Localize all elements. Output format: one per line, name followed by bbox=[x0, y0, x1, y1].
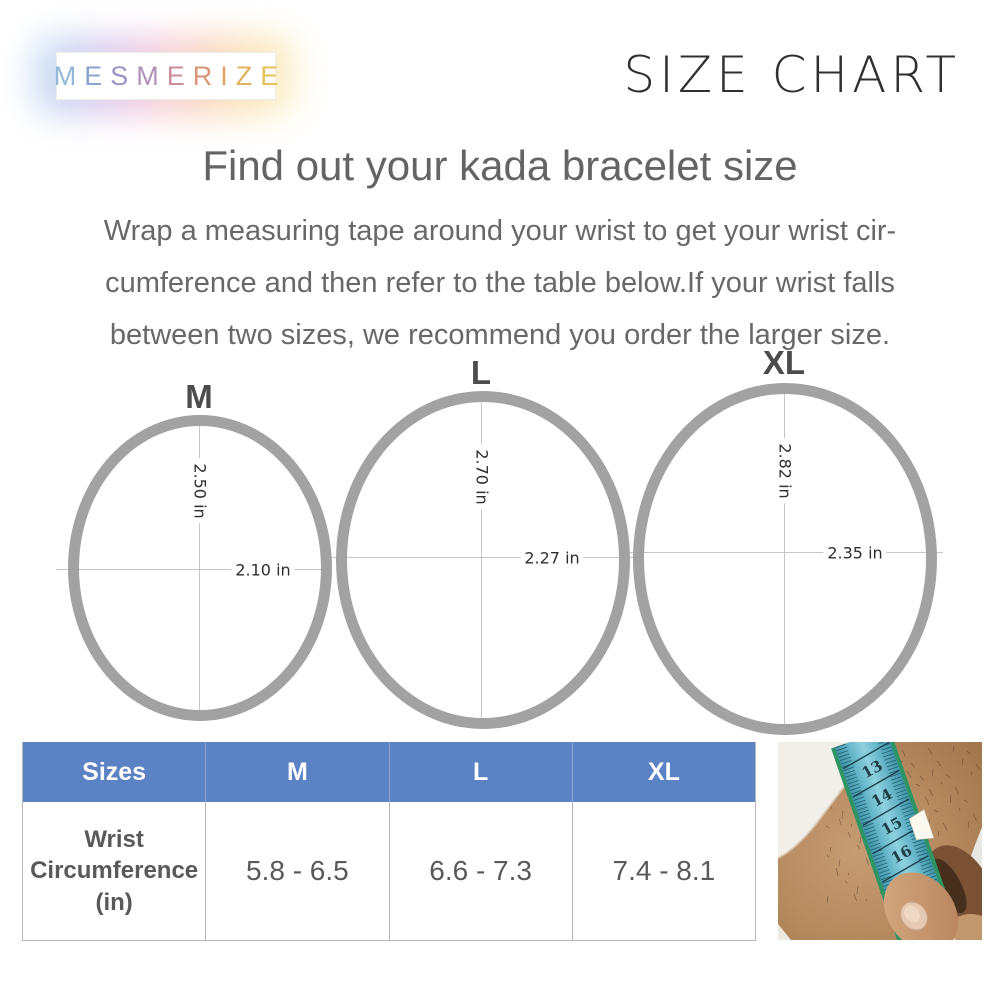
brand-letter: Z bbox=[235, 60, 261, 91]
brand-wordmark: M E S M E R I Z E bbox=[53, 52, 278, 100]
size-l-ring bbox=[336, 391, 630, 729]
brand-letter: E bbox=[260, 60, 287, 91]
table-value-xl: 7.4 - 8.1 bbox=[571, 802, 756, 941]
section-heading: Find out your kada bracelet size bbox=[202, 142, 798, 189]
table-header-l: L bbox=[388, 742, 573, 802]
table-header-sizes: Sizes bbox=[22, 742, 206, 802]
size-table: Sizes M L XL Wrist Circumference (in) 5.… bbox=[22, 742, 756, 941]
fingers-shadow-dark bbox=[931, 858, 967, 914]
table-row-label: Wrist Circumference (in) bbox=[22, 802, 206, 941]
intro-line: between two sizes, we recommend you orde… bbox=[109, 319, 891, 351]
wrist-photo: 13 14 15 16 17 18 bbox=[778, 742, 982, 940]
table-row: Wrist Circumference (in) 5.8 - 6.5 6.6 -… bbox=[22, 802, 756, 941]
intro-line: cumference and then refer to the table b… bbox=[105, 267, 895, 299]
brand-letter: E bbox=[84, 60, 111, 91]
size-l-label: L bbox=[470, 354, 492, 391]
size-m-label: M bbox=[185, 378, 213, 415]
thumb-nail-highlight bbox=[904, 905, 920, 923]
brand-logo: M E S M E R I Z E bbox=[32, 36, 300, 116]
size-m-width-measure: 2.10 in bbox=[231, 560, 295, 580]
intro-line: Wrap a measuring tape around your wrist … bbox=[103, 215, 897, 247]
size-xl-width-measure: 2.35 in bbox=[823, 543, 887, 563]
page-title: SIZE CHART bbox=[623, 46, 960, 104]
table-value-m: 5.8 - 6.5 bbox=[205, 802, 389, 941]
tape-tag bbox=[908, 809, 935, 841]
table-header-row: Sizes M L XL bbox=[22, 742, 756, 802]
intro-paragraph: Wrap a measuring tape around your wrist … bbox=[0, 205, 1000, 361]
brand-letter: R bbox=[192, 60, 221, 91]
table-value-l: 6.6 - 7.3 bbox=[388, 802, 573, 941]
size-l-height-measure: 2.70 in bbox=[471, 444, 493, 510]
photo-corner-sliver bbox=[778, 924, 791, 940]
table-header-xl: XL bbox=[571, 742, 756, 802]
table-header-m: M bbox=[205, 742, 389, 802]
brand-letter: M bbox=[53, 60, 85, 91]
size-m-ring bbox=[68, 415, 332, 721]
brand-letter: M bbox=[136, 60, 167, 91]
brand-letter: E bbox=[166, 60, 193, 91]
size-l-width-measure: 2.27 in bbox=[520, 548, 584, 568]
brand-letter: I bbox=[220, 60, 236, 91]
size-xl-height-measure: 2.82 in bbox=[774, 438, 796, 504]
size-m-height-measure: 2.50 in bbox=[189, 458, 211, 524]
size-xl-label: XL bbox=[762, 344, 806, 381]
brand-letter: S bbox=[110, 60, 137, 91]
size-xl-ring bbox=[633, 383, 937, 735]
